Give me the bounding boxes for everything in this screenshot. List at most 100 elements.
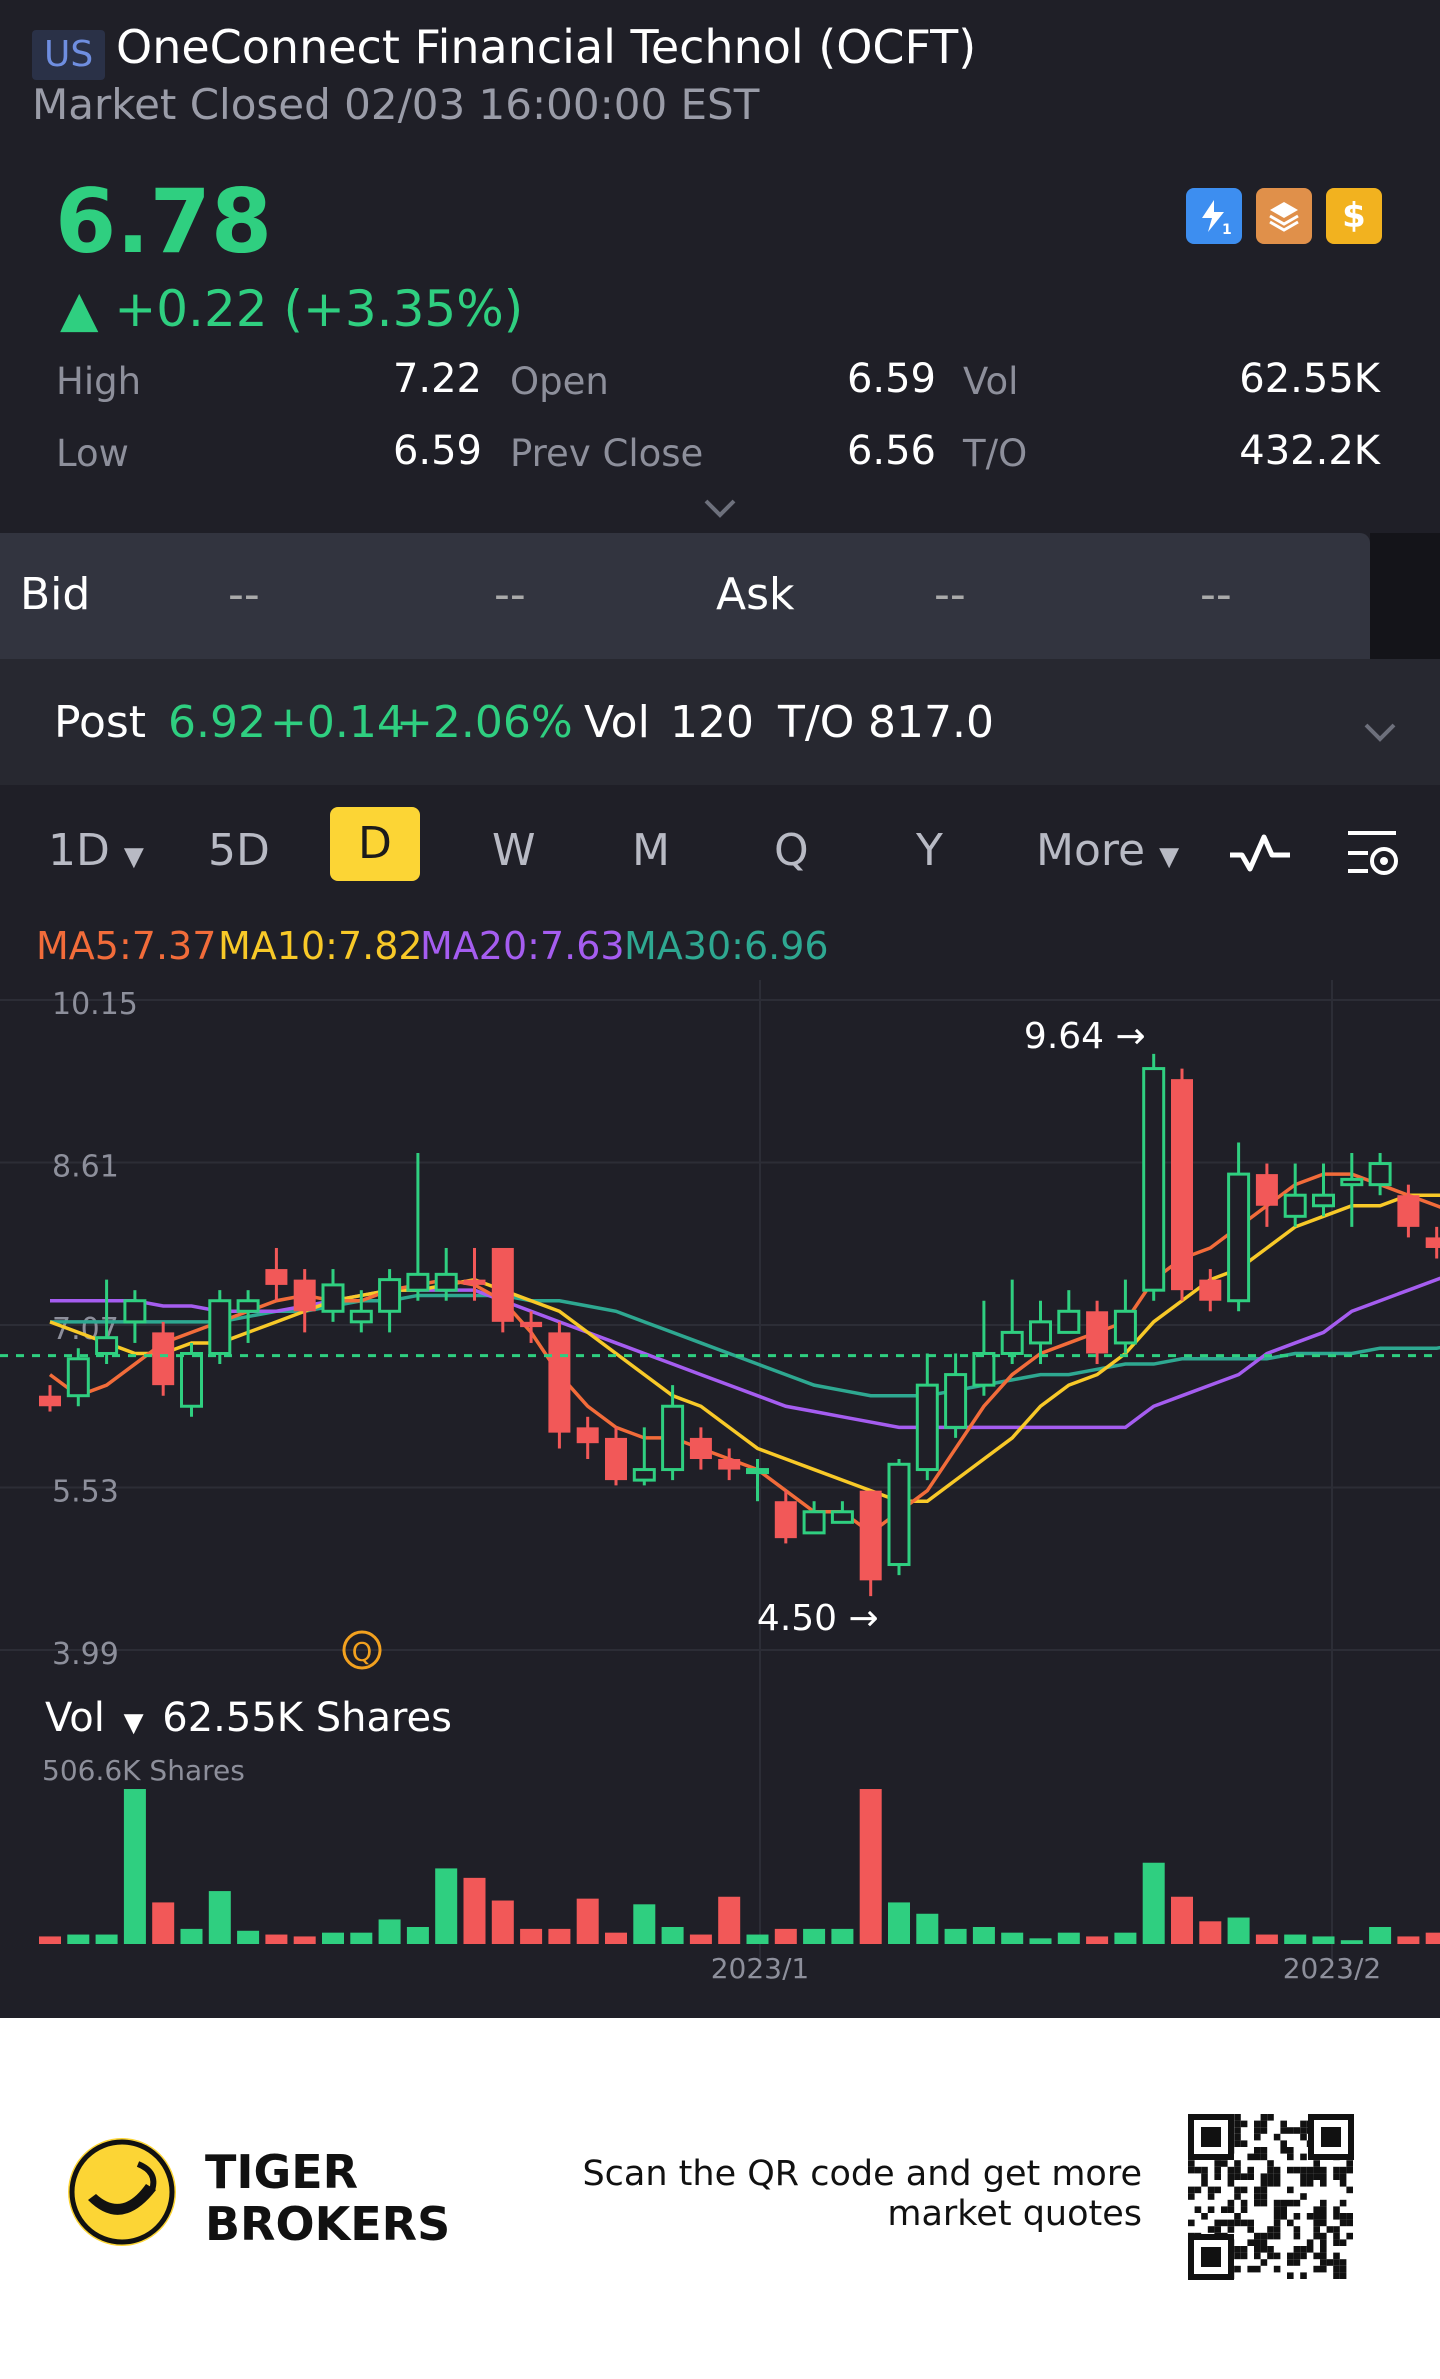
candle-body [548,1332,571,1433]
to-label: T/O [963,432,1028,475]
volume-value: 62.55K Shares [162,1695,453,1741]
volume-label: Vol [45,1695,105,1741]
indicator-icon[interactable] [1228,831,1292,879]
price-change: ▲ +0.22 (+3.35%) [60,280,524,338]
volume-bar [123,1789,146,1944]
post-change: +0.14 [270,697,405,748]
volume-bar [406,1926,429,1944]
tab-1d[interactable]: 1D ▼ [48,825,144,876]
candle-body [1086,1311,1109,1354]
y-tick-label: 3.99 [52,1637,119,1672]
post-vol-label: Vol [584,697,650,748]
lightning-1-icon[interactable]: 1 [1186,188,1242,244]
volume-bar [1001,1932,1024,1944]
volume-bar [1142,1862,1165,1944]
volume-bar [746,1934,769,1944]
chevron-down-icon[interactable] [700,494,740,529]
volume-bar [491,1900,514,1944]
stock-title: OneConnect Financial Technol (OCFT) [116,20,977,74]
candle-body [1425,1237,1440,1248]
candle-body [434,1272,458,1292]
bid-ask-bar: Bid -- -- Ask -- -- [0,533,1370,659]
ma20-value: MA20:7.63 [420,924,625,968]
post-to-label: T/O [778,697,855,748]
open-label: Open [510,360,609,403]
ma10-value: MA10:7.82 [218,924,423,968]
candle-body [1255,1174,1278,1206]
svg-text:1: 1 [1222,222,1232,236]
chart-settings-icon[interactable] [1344,825,1400,885]
candle-body [1312,1193,1335,1208]
candle-body [605,1437,627,1481]
candle-body [859,1490,882,1581]
tab-q[interactable]: Q [774,825,809,876]
open-value: 6.59 [846,356,936,402]
volume-bar [350,1932,373,1944]
app-screen: US OneConnect Financial Technol (OCFT) M… [0,0,1440,2018]
volume-bar [1171,1896,1193,1944]
price-volume-chart[interactable]: 10.158.617.075.533.999.64 →4.50 →Q506.6K… [0,980,1440,1980]
market-badge: US [32,30,106,80]
candle-body [463,1279,486,1285]
earnings-q-label: Q [352,1638,372,1668]
feature-badges: 1 $ [1186,188,1382,244]
tab-d[interactable]: D [330,807,420,881]
ma10-line [49,1193,1440,1503]
volume-bar [576,1898,599,1944]
candle-body [718,1459,741,1470]
volume-bar [1312,1936,1335,1944]
high-value: 7.22 [392,356,482,402]
volume-bar [67,1934,90,1944]
post-price: 6.92 [168,697,266,748]
tab-more[interactable]: More ▼ [1036,825,1179,876]
qr-code-icon [1188,2114,1354,2280]
bid-size: -- [494,569,526,620]
candle-body [774,1501,797,1539]
volume-bar [293,1936,316,1944]
y-tick-label: 10.15 [52,987,138,1022]
tab-more-label: More [1036,825,1146,876]
volume-selector[interactable]: Vol ▼ 62.55K Shares [45,1695,452,1741]
tab-m[interactable]: M [632,825,670,876]
candle-body [349,1309,373,1324]
candle-body [802,1510,826,1535]
dollar-icon[interactable]: $ [1326,188,1382,244]
tab-5d[interactable]: 5D [208,825,270,876]
tab-w[interactable]: W [492,825,536,876]
volume-bar [605,1932,627,1944]
candle-body [1283,1193,1307,1218]
candle-body [1000,1330,1024,1355]
volume-bar [548,1928,571,1944]
vol-label: Vol [963,360,1019,403]
volume-max-label: 506.6K Shares [42,1754,245,1787]
prev-close-value: 6.56 [846,428,936,474]
volume-bar [633,1904,656,1944]
volume-bar [378,1919,401,1944]
volume-bar [916,1913,939,1944]
candle-body [1199,1279,1222,1301]
volume-bar [1255,1934,1278,1944]
caret-down-icon: ▼ [123,842,144,872]
bid-label: Bid [20,569,91,620]
candle-body [152,1332,175,1386]
last-price: 6.78 [55,170,273,273]
volume-bar [435,1868,458,1944]
layers-a-icon[interactable] [1256,188,1312,244]
candle-body [1171,1079,1193,1291]
candle-body [66,1357,90,1398]
candle-body [265,1269,288,1285]
post-label: Post [54,697,147,748]
volume-bar [1086,1936,1109,1944]
candle-body [39,1395,61,1407]
tab-y[interactable]: Y [916,825,943,876]
candle-body [180,1351,203,1408]
chevron-down-icon[interactable] [1362,705,1398,756]
ma30-value: MA30:6.96 [624,924,829,968]
post-pct: +2.06% [396,697,573,748]
volume-bar [152,1902,175,1944]
candle-body [293,1279,316,1312]
candle-body [1340,1177,1364,1187]
post-market-bar[interactable]: Post 6.92 +0.14 +2.06% Vol 120 T/O 817.0 [0,659,1440,785]
max-price-label: 9.64 → [1024,1016,1146,1057]
prev-close-label: Prev Close [510,432,704,475]
